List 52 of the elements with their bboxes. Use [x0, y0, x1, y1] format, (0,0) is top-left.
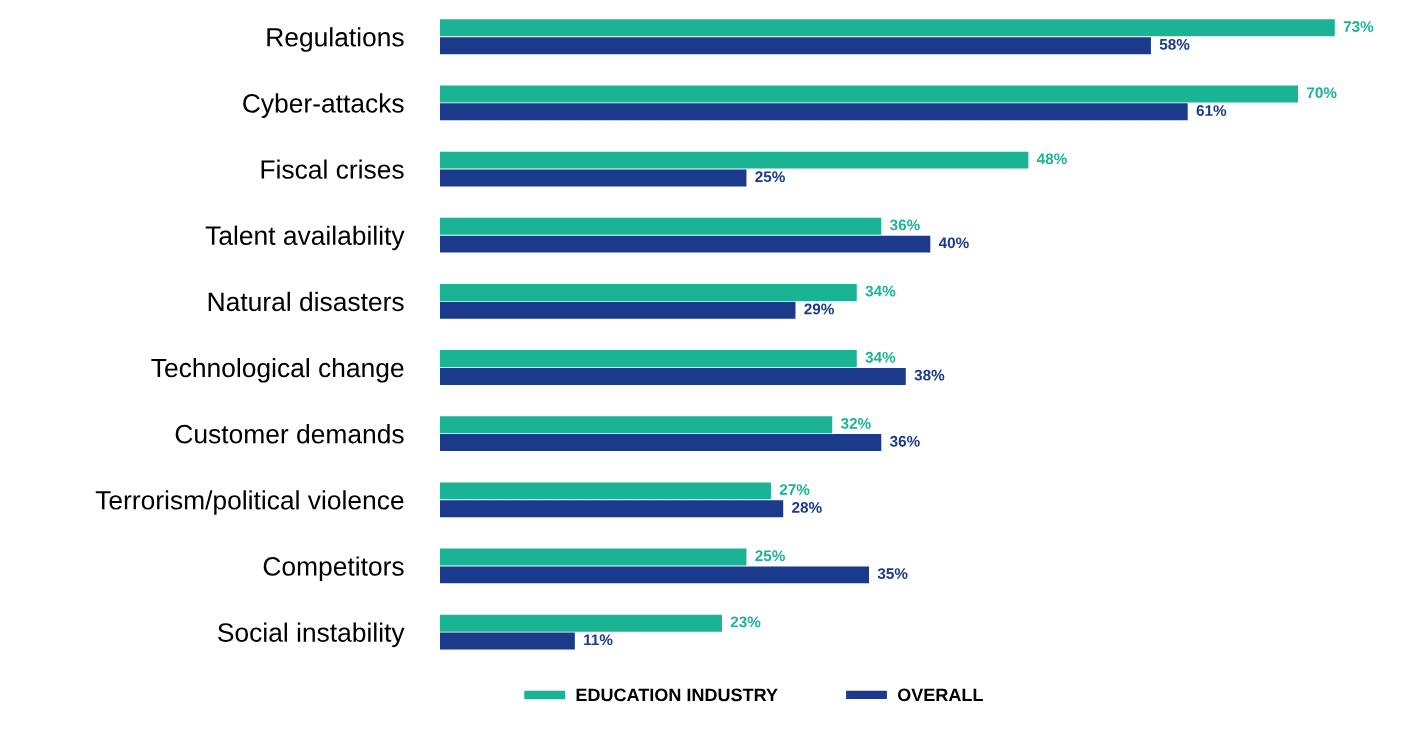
y-tick-label: Social instability — [218, 622, 405, 648]
data-label: 58% — [1159, 38, 1190, 50]
data-label: 34% — [865, 351, 896, 363]
y-tick-label: Fiscal crises — [261, 159, 404, 179]
bar — [440, 235, 931, 253]
data-label: 73% — [1343, 21, 1374, 32]
data-label: 48% — [1036, 153, 1067, 165]
data-label: 36% — [889, 435, 920, 447]
data-label: 32% — [840, 418, 871, 429]
data-label: 35% — [877, 568, 908, 579]
y-tick-label: Cyber-attacks — [243, 93, 404, 118]
bar — [440, 283, 857, 301]
y-tick-label: Terrorism/political violence — [95, 490, 404, 515]
bar — [440, 500, 784, 518]
y-tick-label: Technological change — [151, 357, 404, 383]
bar — [440, 37, 1151, 55]
bar — [440, 301, 796, 319]
data-label: 61% — [1196, 105, 1227, 116]
data-label: 40% — [938, 237, 969, 249]
legend-label: OVERALL — [897, 688, 983, 702]
bar — [440, 632, 575, 650]
bar — [440, 217, 882, 235]
bar — [440, 548, 747, 566]
y-tick-label: Competitors — [263, 556, 404, 581]
data-label: 27% — [779, 484, 810, 495]
bar — [440, 614, 722, 632]
y-tick-label: Natural disasters — [208, 291, 404, 312]
data-label: 34% — [865, 285, 896, 297]
bar — [440, 482, 771, 500]
bar — [440, 367, 906, 385]
bar — [440, 350, 857, 368]
bar — [440, 85, 1299, 103]
bar — [440, 434, 882, 452]
bar — [440, 566, 870, 584]
y-tick-label: Customer demands — [175, 424, 404, 444]
legend-label: EDUCATION INDUSTRY — [576, 688, 778, 702]
data-label: 36% — [889, 219, 920, 231]
bar — [440, 151, 1029, 169]
data-label: 28% — [792, 502, 822, 513]
data-label: 38% — [914, 369, 945, 381]
y-tick-label: Talent availability — [205, 225, 405, 251]
bar — [440, 19, 1335, 37]
bar — [440, 416, 833, 434]
bar — [440, 169, 747, 187]
bar — [440, 103, 1188, 121]
data-label: 70% — [1307, 87, 1337, 99]
y-tick-label: Regulations — [267, 27, 404, 52]
data-label: 11% — [584, 634, 613, 646]
data-label: 29% — [804, 303, 834, 315]
data-label: 23% — [730, 616, 761, 628]
data-label: 25% — [755, 550, 785, 562]
data-label: 25% — [755, 171, 785, 183]
